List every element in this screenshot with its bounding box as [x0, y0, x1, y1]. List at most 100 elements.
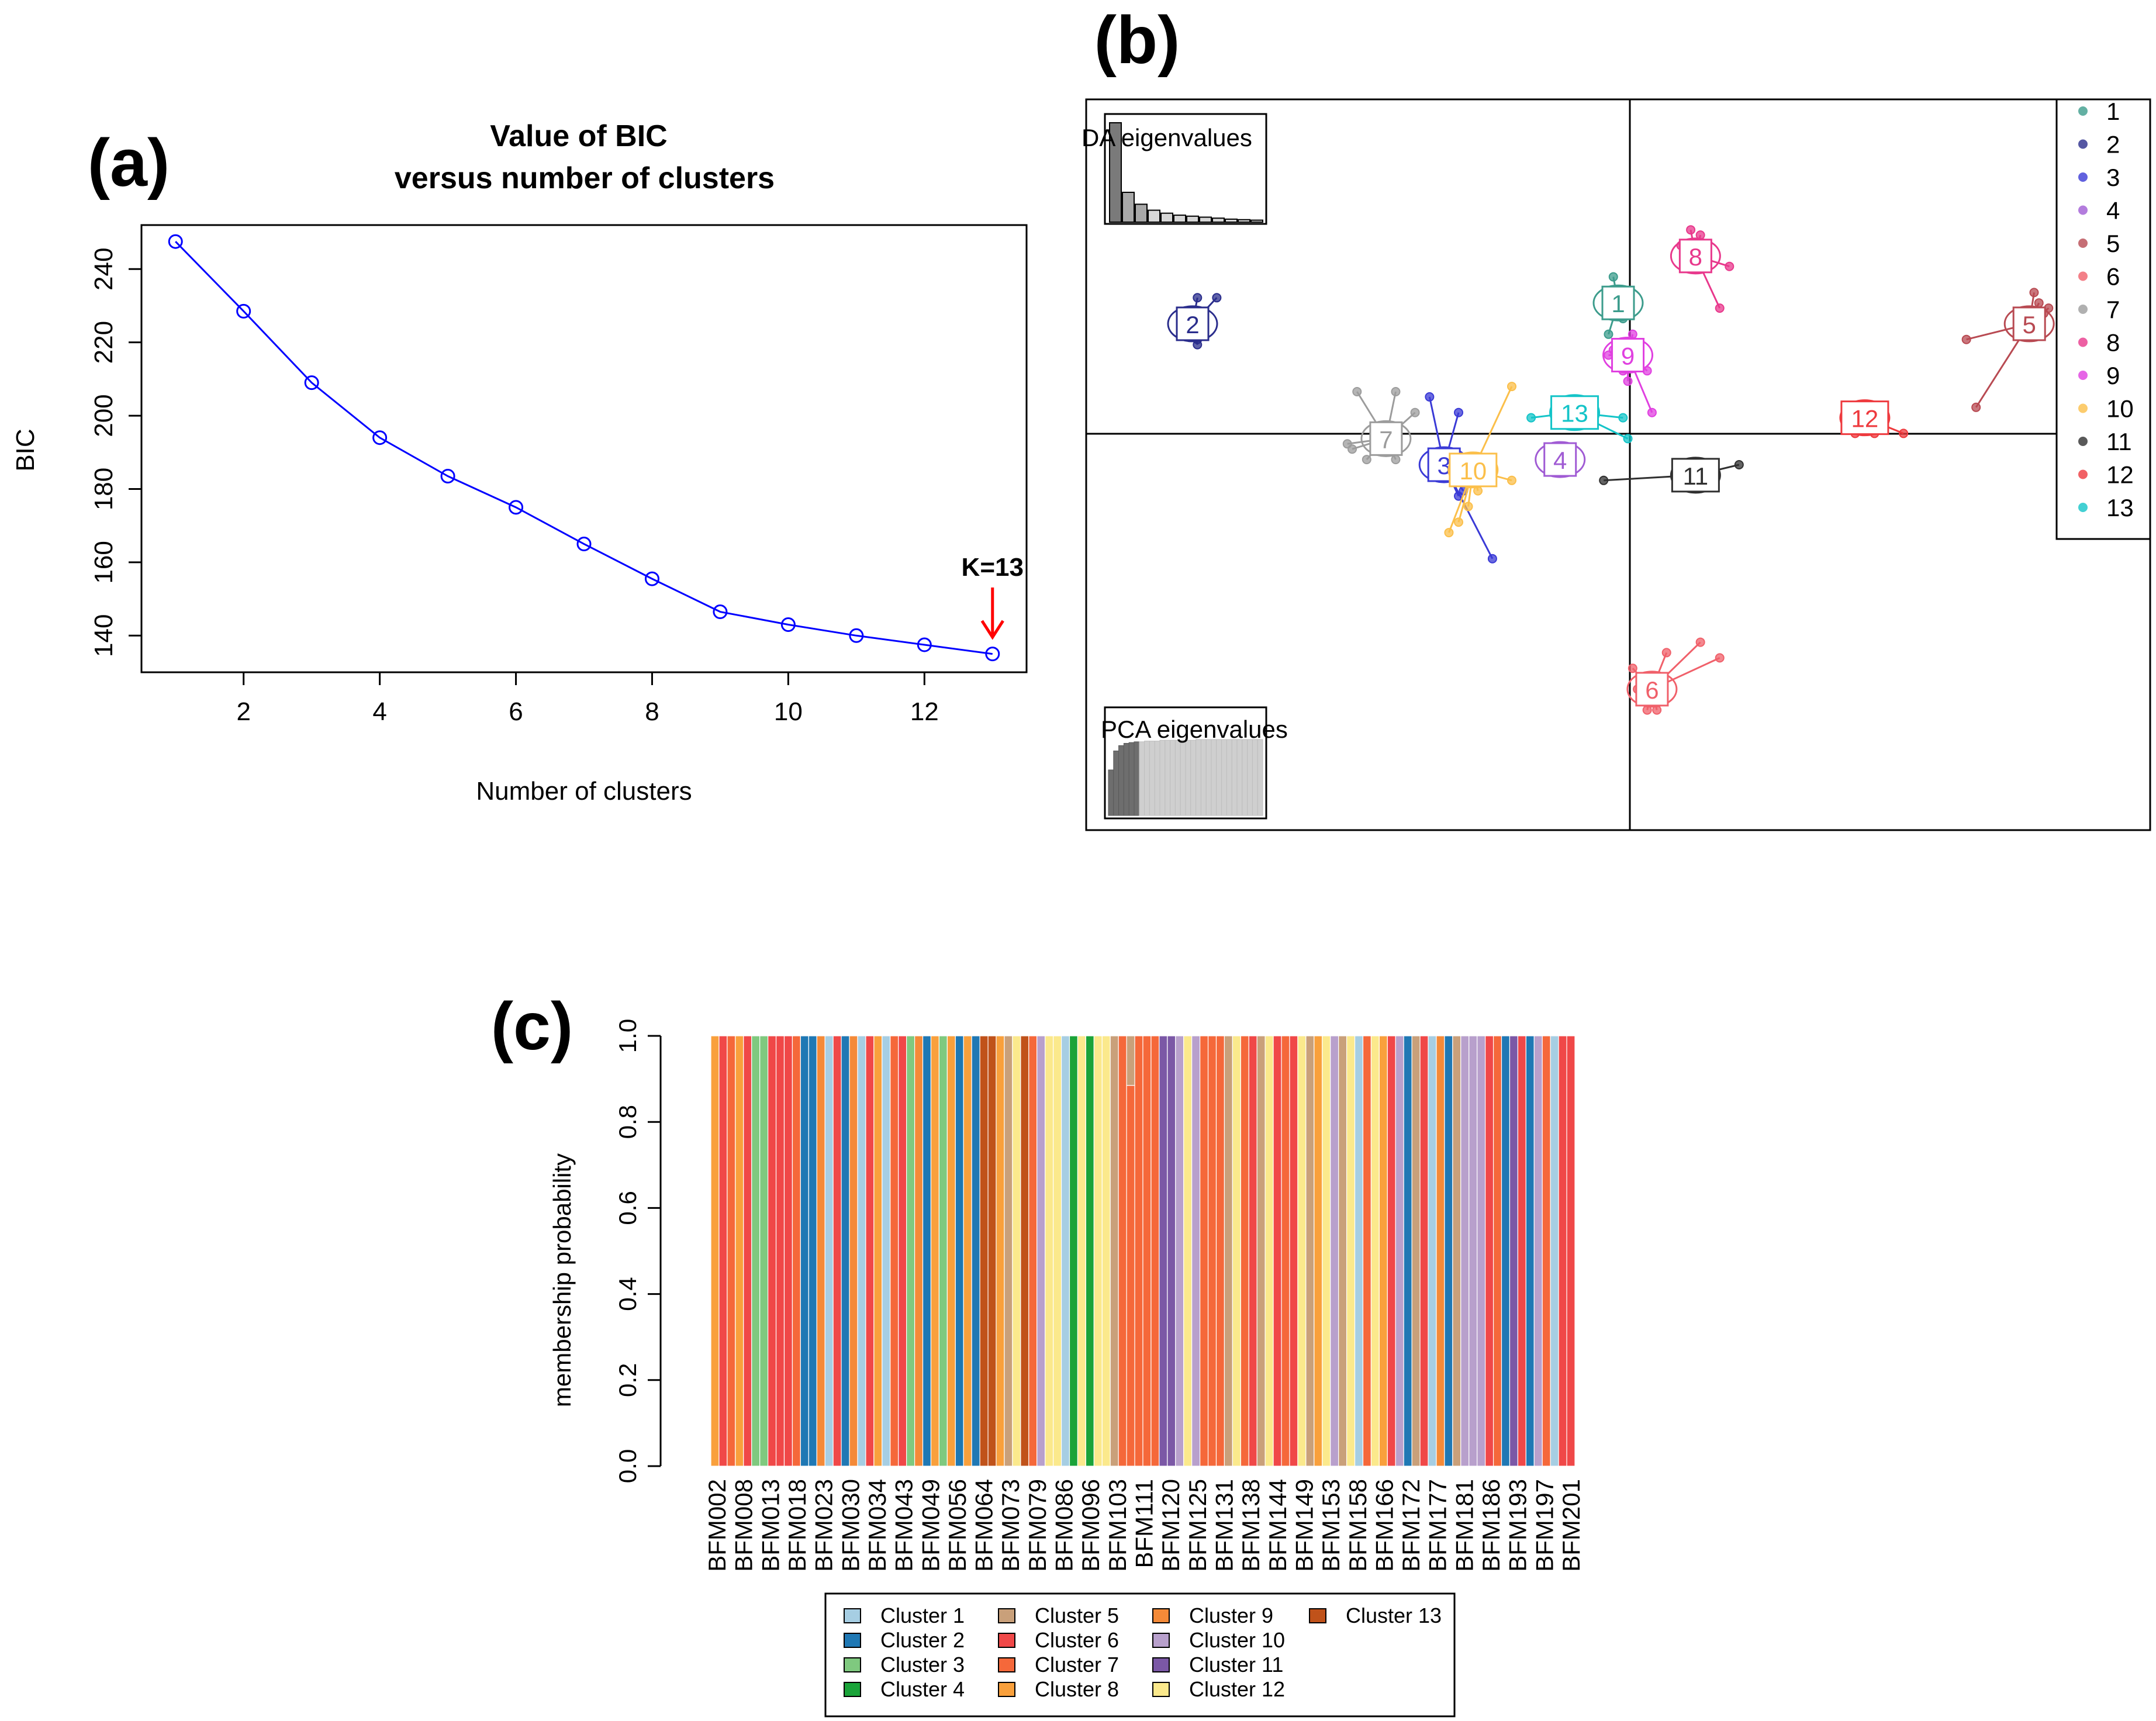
legend-label-12: 12: [2106, 461, 2134, 489]
cluster-13-point: [1623, 434, 1633, 444]
cluster-3-point: [1454, 407, 1463, 417]
pca-eigenvalue-bar: [1144, 741, 1150, 816]
membership-bar: [1077, 1035, 1086, 1467]
cluster-9-ellipse: [1602, 337, 1654, 374]
membership-bar: [1297, 1035, 1307, 1467]
membership-legend-label: Cluster 4: [880, 1677, 965, 1701]
membership-bar: [1525, 1035, 1535, 1467]
membership-x-tick-label: BFM193: [1504, 1479, 1532, 1572]
membership-bar: [832, 1035, 842, 1467]
pca-eigenvalue-bar: [1242, 739, 1248, 816]
membership-bar: [759, 1035, 769, 1467]
membership-bar: [1142, 1035, 1152, 1467]
membership-x-tick-label: BFM018: [783, 1479, 811, 1572]
cluster-2-point: [1193, 293, 1203, 303]
membership-x-tick-label: BFM086: [1051, 1479, 1078, 1572]
membership-legend-swatch: [1309, 1608, 1326, 1623]
cluster-1-label: 1: [1611, 290, 1625, 317]
membership-bar: [938, 1035, 948, 1467]
membership-bar: [1460, 1035, 1470, 1467]
membership-x-tick-label: BFM023: [810, 1479, 838, 1572]
cluster-7-point: [1410, 407, 1420, 417]
membership-bar: [841, 1035, 850, 1467]
membership-bar: [1232, 1035, 1241, 1467]
legend-marker-5: [2078, 239, 2088, 248]
pca-eigenvalue-bar: [1196, 739, 1201, 816]
membership-bar: [906, 1035, 915, 1467]
cluster-8-label-box: [1678, 239, 1712, 274]
membership-bar: [1542, 1035, 1551, 1467]
bic-chart-title-line2: versus number of clusters: [395, 161, 775, 195]
pca-eigenvalue-bar: [1108, 769, 1114, 816]
cluster-8-ellipse: [1670, 237, 1721, 275]
membership-x-tick-label: BFM073: [997, 1479, 1024, 1572]
membership-bar: [963, 1035, 972, 1467]
membership-bar: [710, 1035, 720, 1467]
membership-x-tick-label: BFM103: [1104, 1479, 1131, 1572]
pca-eigenvalue-bar: [1134, 741, 1140, 816]
da-eigenvalue-bar: [1212, 217, 1225, 223]
pca-eigenvalue-bar: [1170, 739, 1176, 816]
membership-bar: [1167, 1035, 1176, 1467]
cluster-11-point: [1599, 475, 1609, 485]
membership-bar: [768, 1035, 777, 1467]
cluster-1-point: [1608, 272, 1618, 282]
cluster-5-label-box: [2012, 306, 2046, 341]
cluster-6-point: [1661, 648, 1671, 658]
cluster-10-point: [1454, 517, 1463, 527]
membership-x-tick-label: BFM096: [1077, 1479, 1104, 1572]
pca-eigenvalue-bar: [1174, 739, 1181, 816]
membership-legend-swatch: [1152, 1633, 1170, 1648]
membership-bar: [735, 1035, 744, 1467]
membership-bar: [1248, 1035, 1257, 1467]
cluster-13-label: 13: [1561, 400, 1588, 427]
legend-marker-2: [2078, 139, 2088, 149]
membership-legend: [824, 1592, 1456, 1717]
cluster-5-point: [1961, 334, 1971, 344]
pca-eigenvalue-bar: [1247, 739, 1253, 816]
pca-eigenvalue-bar: [1216, 739, 1222, 816]
cluster-12: 12: [1839, 399, 1909, 438]
legend-marker-11: [2078, 437, 2088, 446]
bic-x-tick-label: 10: [774, 697, 803, 726]
membership-bar: [1207, 1035, 1217, 1467]
membership-bar: [1354, 1035, 1364, 1467]
cluster-13-ellipse: [1549, 394, 1601, 431]
membership-x-tick-label: BFM131: [1210, 1479, 1238, 1572]
bic-x-tick-label: 2: [236, 697, 250, 726]
membership-bar: [1444, 1035, 1453, 1467]
cluster-12-point: [1899, 428, 1909, 438]
membership-y-tick-label: 1.0: [614, 1019, 641, 1053]
pca-eigenvalue-bar: [1123, 743, 1129, 816]
bic-y-axis: 140 160 180 200 220 240: [89, 248, 141, 657]
legend-marker-7: [2078, 305, 2088, 314]
membership-bar: [743, 1035, 752, 1467]
da-eigenvalue-bar: [1250, 219, 1263, 223]
membership-legend-swatch: [998, 1657, 1015, 1672]
membership-bar: [1501, 1035, 1511, 1467]
cluster-9-label-box: [1611, 338, 1645, 372]
membership-x-tick-label: BFM034: [863, 1479, 891, 1572]
membership-legend-label: Cluster 7: [1035, 1653, 1119, 1677]
k13-annotation: K=13: [962, 553, 1024, 582]
membership-legend-swatch: [1152, 1608, 1170, 1623]
membership-x-tick-label: BFM177: [1424, 1479, 1452, 1572]
da-eigenvalue-bar: [1199, 216, 1212, 223]
legend-label-1: 1: [2106, 98, 2120, 125]
membership-bar: [1264, 1035, 1274, 1467]
cluster-7-label: 7: [1379, 426, 1393, 453]
pca-eigenvalue-bar: [1236, 739, 1243, 816]
membership-y-tick-label: 0.4: [614, 1277, 641, 1311]
membership-bar: [1469, 1035, 1478, 1467]
cluster-6-ellipse: [1626, 671, 1678, 708]
membership-legend-swatch: [1152, 1682, 1170, 1697]
cluster-11-label-box: [1671, 458, 1720, 493]
cluster-11-point: [1734, 460, 1744, 469]
membership-legend-label: Cluster 11: [1189, 1653, 1283, 1677]
bic-y-tick-label: 180: [89, 468, 118, 510]
cluster-10-point: [1463, 502, 1473, 512]
membership-x-tick-labels: BFM002BFM008BFM013BFM018BFM023BFM030BFM0…: [703, 1479, 1585, 1572]
bic-point: [236, 303, 251, 319]
membership-bar: [1330, 1035, 1339, 1467]
